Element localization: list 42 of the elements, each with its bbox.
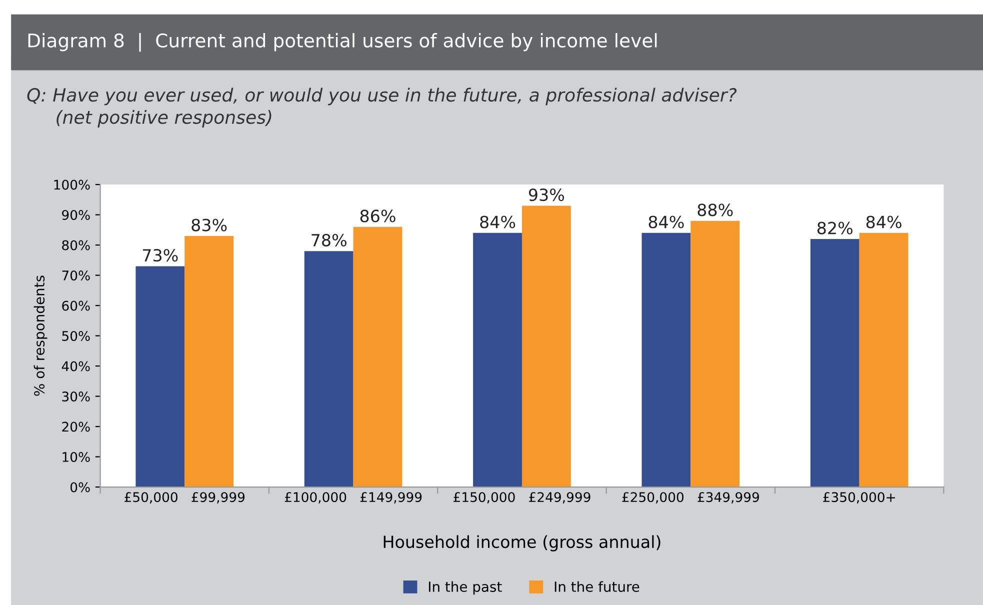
- bar: [184, 236, 234, 488]
- y-tick-label: 100%: [54, 180, 90, 190]
- y-tick-label: 20%: [62, 422, 90, 432]
- y-tick-label: 90%: [62, 210, 90, 220]
- bar: [642, 232, 691, 488]
- legend-label: In the future: [554, 581, 640, 592]
- x-tick-label: £150,000 £249,999: [454, 492, 590, 504]
- y-tick-label: 70%: [62, 270, 90, 280]
- legend-label: In the past: [428, 581, 502, 595]
- data-label: 84%: [480, 216, 516, 228]
- data-label: 82%: [817, 222, 852, 234]
- y-tick-label: 80%: [62, 240, 90, 250]
- bar: [304, 251, 354, 488]
- bar: [353, 226, 402, 488]
- data-label: 84%: [648, 216, 684, 228]
- chart-subtitle: Q: Have you ever used, or would you use in the future, a professional adviser? (net positive responses): [27, 88, 737, 128]
- y-tick-label: 10%: [62, 452, 90, 462]
- y-tick-label: 60%: [62, 300, 90, 311]
- data-label: 78%: [312, 234, 346, 246]
- x-tick-label: £50,000 £99,999: [124, 492, 245, 504]
- data-label: 93%: [528, 188, 564, 202]
- y-axis-title: % of respondents: [34, 276, 48, 396]
- bar: [136, 266, 185, 488]
- x-tick-label: £250,000 £349,999: [622, 492, 759, 504]
- x-axis-title: Household income (gross annual): [384, 535, 660, 552]
- y-tick-label: 50%: [62, 330, 90, 341]
- data-label: 84%: [866, 216, 902, 228]
- data-label: 83%: [192, 218, 227, 232]
- data-label: 86%: [360, 210, 396, 222]
- chart-title: Diagram 8 | Current and potential users of advice by income level: [28, 32, 657, 52]
- x-tick-label: £350,000+: [823, 492, 895, 504]
- y-tick-label: 30%: [62, 391, 90, 402]
- data-label: 88%: [698, 204, 733, 216]
- data-label: 73%: [142, 248, 178, 262]
- bar: [859, 232, 908, 488]
- bar: [810, 238, 860, 488]
- bar: [690, 220, 740, 488]
- bar: [473, 232, 522, 488]
- y-tick-label: 0%: [70, 482, 90, 492]
- y-tick-label: 40%: [62, 361, 90, 372]
- bar: [522, 206, 571, 488]
- x-tick-label: £100,000 £149,999: [284, 492, 422, 504]
